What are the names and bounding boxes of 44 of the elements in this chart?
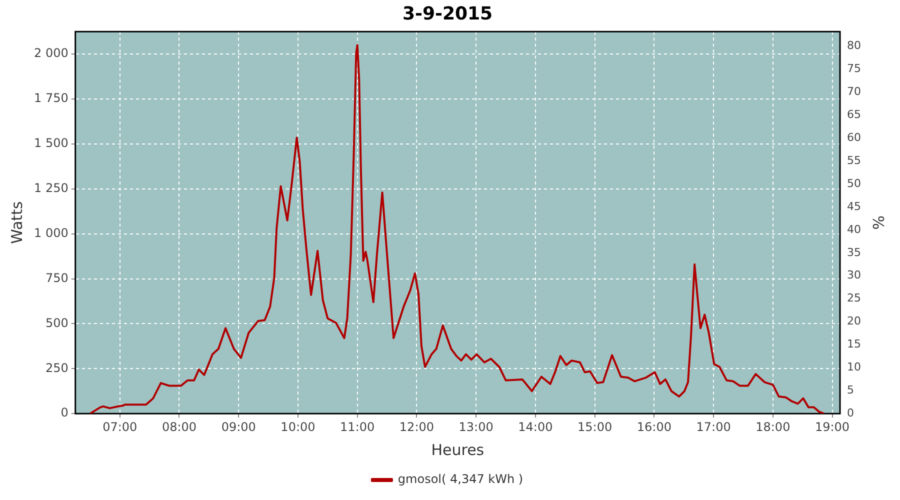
y2-tick-label: 35 bbox=[847, 246, 862, 259]
y-tick-label: 0 bbox=[60, 406, 68, 420]
y2-tick-label: 30 bbox=[847, 268, 862, 282]
x-tick-label: 07:00 bbox=[102, 420, 138, 434]
y2-tick-label: 80 bbox=[847, 39, 862, 52]
y2-tick-label: 10 bbox=[847, 360, 862, 374]
y-tick-label: 500 bbox=[45, 316, 68, 330]
x-axis-title: Heures bbox=[431, 440, 484, 459]
y2-tick-label: 50 bbox=[847, 176, 862, 190]
x-tick-label: 17:00 bbox=[696, 420, 731, 434]
y-tick-label: 2 000 bbox=[34, 46, 68, 60]
y-tick-label: 1 250 bbox=[34, 181, 68, 196]
x-tick-label: 12:00 bbox=[399, 420, 434, 434]
y-tick-label: 250 bbox=[45, 360, 68, 375]
x-tick-label: 15:00 bbox=[578, 420, 612, 434]
y-tick-label: 750 bbox=[45, 270, 68, 285]
chart-title: 3-9-2015 bbox=[402, 3, 493, 24]
y2-tick-label: 40 bbox=[847, 222, 862, 236]
x-tick-label: 16:00 bbox=[636, 420, 672, 434]
y2-tick-label: 70 bbox=[847, 85, 862, 98]
y2-tick-label: 5 bbox=[847, 384, 854, 397]
y-tick-label: 1 750 bbox=[34, 91, 68, 106]
y2-axis-title: % bbox=[869, 215, 888, 230]
y2-tick-label: 15 bbox=[847, 338, 862, 351]
legend-label: gmosol( 4,347 kWh ) bbox=[398, 472, 524, 486]
x-tick-label: 19:00 bbox=[814, 420, 850, 434]
y2-tick-label: 0 bbox=[847, 406, 854, 420]
y-tick-label: 1 500 bbox=[34, 136, 68, 150]
x-tick-label: 08:00 bbox=[162, 420, 197, 434]
x-tick-label: 09:00 bbox=[221, 420, 256, 434]
y2-tick-label: 25 bbox=[847, 292, 862, 305]
y-axis-title: Watts bbox=[8, 201, 26, 244]
x-tick-label: 18:00 bbox=[756, 420, 790, 434]
y2-tick-label: 20 bbox=[847, 314, 862, 328]
y2-tick-label: 60 bbox=[847, 130, 862, 144]
y2-tick-label: 75 bbox=[847, 62, 862, 76]
y2-tick-label: 65 bbox=[847, 108, 862, 122]
x-tick-label: 10:00 bbox=[280, 420, 316, 434]
y-tick-label: 1 000 bbox=[34, 226, 68, 240]
x-tick-label: 14:00 bbox=[518, 420, 553, 434]
y2-tick-label: 45 bbox=[847, 200, 862, 213]
x-tick-label: 13:00 bbox=[458, 420, 494, 434]
x-tick-label: 11:00 bbox=[340, 420, 375, 434]
y2-tick-label: 55 bbox=[847, 154, 862, 167]
